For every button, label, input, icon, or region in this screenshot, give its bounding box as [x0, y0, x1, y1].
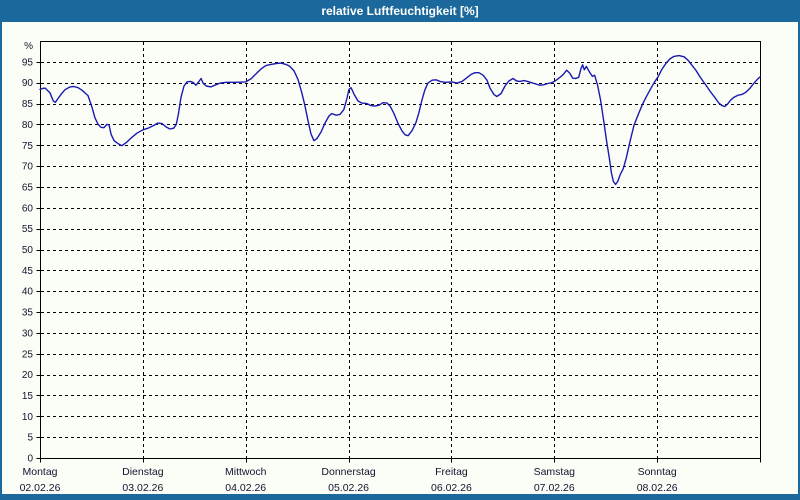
plot-frame [40, 41, 761, 459]
y-tick-label: 35 [22, 308, 34, 319]
y-tick-label: 10 [22, 412, 34, 423]
y-tick-label: 25 [22, 349, 34, 360]
y-axis-unit-label: % [24, 41, 33, 52]
x-date-label: 03.02.26 [122, 482, 163, 494]
x-date-label: 05.02.26 [328, 482, 369, 494]
y-tick-label: 55 [22, 224, 34, 235]
x-day-label: Dienstag [122, 466, 164, 478]
y-tick-label: 45 [22, 266, 34, 277]
y-tick-label: 20 [22, 370, 34, 381]
y-tick-label: 15 [22, 391, 34, 402]
window-border-right [798, 22, 800, 500]
y-tick-label: 40 [22, 287, 34, 298]
y-tick-label: 90 [22, 78, 34, 89]
x-day-label: Samstag [534, 466, 576, 478]
title-bar: relative Luftfeuchtigkeit [%] [0, 0, 800, 22]
window-border-left [0, 22, 2, 500]
x-day-label: Freitag [435, 466, 468, 478]
x-date-label: 08.02.26 [637, 482, 678, 494]
y-tick-label: 75 [22, 141, 34, 152]
y-tick-label: 30 [22, 328, 34, 339]
x-day-label: Donnerstag [321, 466, 375, 478]
x-date-label: 07.02.26 [534, 482, 575, 494]
x-day-label: Montag [22, 466, 57, 478]
chart-title: relative Luftfeuchtigkeit [%] [321, 4, 479, 18]
y-tick-label: 65 [22, 182, 34, 193]
humidity-series-line [39, 54, 761, 186]
y-tick-label: 60 [22, 203, 34, 214]
y-tick-label: 0 [27, 454, 33, 465]
y-tick-label: 70 [22, 162, 34, 173]
x-date-label: 04.02.26 [225, 482, 266, 494]
y-tick-label: 80 [22, 120, 34, 131]
y-tick-label: 95 [22, 57, 34, 68]
x-date-label: 02.02.26 [20, 482, 61, 494]
window-border-bottom [0, 494, 800, 500]
y-tick-label: 50 [22, 245, 34, 256]
x-date-label: 06.02.26 [431, 482, 472, 494]
y-tick-label: 85 [22, 99, 34, 110]
x-day-label: Mittwoch [225, 466, 267, 478]
y-tick-label: 5 [27, 433, 33, 444]
x-day-label: Sonntag [638, 466, 677, 478]
